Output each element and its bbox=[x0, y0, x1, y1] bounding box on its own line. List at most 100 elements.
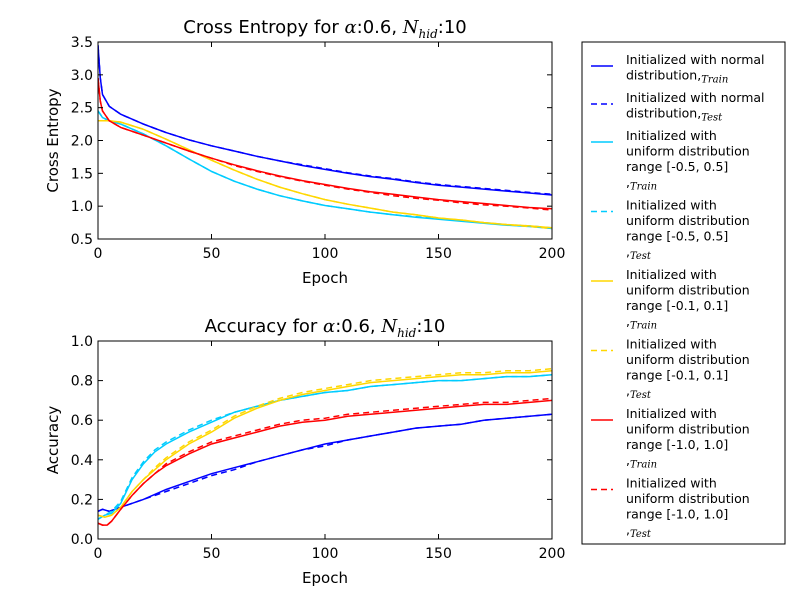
legend-text: range [-0.5, 0.5] bbox=[626, 229, 728, 244]
x-tick-label: 50 bbox=[203, 246, 221, 262]
legend-text-line: uniform distribution bbox=[626, 491, 750, 506]
legend-subscript: Train bbox=[630, 460, 657, 471]
legend-text-line: uniform distribution bbox=[626, 213, 750, 228]
legend-text-line: uniform distribution bbox=[626, 144, 750, 159]
series-line-7 bbox=[98, 397, 552, 526]
legend-text: , bbox=[626, 522, 630, 537]
x-tick-label: 100 bbox=[312, 246, 339, 262]
y-tick-label: 0.6 bbox=[71, 413, 93, 429]
legend-text-line: Initialized with bbox=[626, 128, 717, 143]
series-line-1 bbox=[98, 413, 552, 513]
x-axis-label: Epoch bbox=[302, 569, 348, 587]
legend-text: Initialized with bbox=[626, 476, 717, 491]
legend-text-line: Initialized with bbox=[626, 198, 717, 213]
legend-text-line: uniform distribution bbox=[626, 283, 750, 298]
legend-text: distribution, bbox=[626, 106, 701, 121]
legend-text-line: Initialized with normal bbox=[626, 52, 765, 67]
legend-text: uniform distribution bbox=[626, 213, 750, 228]
plots-layer: Cross Entropy for α:0.6, Nhid:10 0 50 100 15… bbox=[44, 17, 565, 587]
title-alpha: α bbox=[323, 316, 335, 337]
x-tick-label: 0 bbox=[94, 246, 103, 262]
legend-text: , bbox=[626, 453, 630, 468]
y-tick-label: 2.5 bbox=[71, 101, 93, 117]
legend-text: range [-0.5, 0.5] bbox=[626, 159, 728, 174]
series-line-0 bbox=[98, 413, 552, 513]
legend-text-line: range [-1.0, 1.0] bbox=[626, 507, 728, 522]
series-line-0 bbox=[98, 45, 552, 196]
legend-text-line: range [-0.5, 0.5] bbox=[626, 159, 728, 174]
axes-frame bbox=[97, 41, 553, 240]
legend-text-line: ,Train bbox=[626, 453, 657, 471]
x-tick-label: 50 bbox=[203, 546, 221, 562]
legend-text: distribution, bbox=[626, 68, 701, 83]
title-n-value: :10 bbox=[438, 17, 467, 38]
legend-subscript: Train bbox=[630, 182, 657, 193]
x-tick-label: 0 bbox=[94, 546, 103, 562]
y-tick-label: 0.5 bbox=[71, 232, 93, 248]
y-axis-label: Accuracy bbox=[44, 406, 62, 475]
y-tick-label: 1.0 bbox=[71, 334, 93, 350]
series-line-5 bbox=[98, 367, 552, 518]
legend-text-line: ,Test bbox=[626, 522, 652, 540]
series-layer bbox=[98, 45, 552, 230]
y-tick-label: 0.0 bbox=[71, 532, 93, 548]
title-n-sub: hid bbox=[419, 27, 439, 41]
legend-text-line: range [-0.5, 0.5] bbox=[626, 229, 728, 244]
title-alpha-value: :0.6, bbox=[357, 17, 403, 38]
series-line-2 bbox=[98, 373, 552, 520]
legend-text-line: Initialized with normal bbox=[626, 90, 765, 105]
x-tick-label: 200 bbox=[539, 546, 566, 562]
legend-text: uniform distribution bbox=[626, 283, 750, 298]
plot-1: Accuracy for α:0.6, Nhid:10 0 50 100 150 200 0… bbox=[44, 316, 565, 587]
legend-text-line: range [-0.1, 0.1] bbox=[626, 298, 728, 313]
legend-text-line: uniform distribution bbox=[626, 422, 750, 437]
y-tick-label: 0.4 bbox=[71, 453, 93, 469]
plot-0: Cross Entropy for α:0.6, Nhid:10 0 50 100 15… bbox=[44, 17, 565, 287]
legend-text: Initialized with normal bbox=[626, 52, 765, 67]
series-line-1 bbox=[98, 45, 552, 196]
legend: Initialized with normaldistribution,Trai… bbox=[581, 41, 786, 545]
y-tick-label: 1.0 bbox=[71, 199, 93, 215]
series-line-5 bbox=[98, 120, 552, 230]
legend-text: range [-0.1, 0.1] bbox=[626, 298, 728, 313]
legend-text: Initialized with normal bbox=[626, 90, 765, 105]
legend-text: uniform distribution bbox=[626, 491, 750, 506]
title-n-value: :10 bbox=[416, 316, 445, 337]
legend-text-line: Initialized with bbox=[626, 476, 717, 491]
chart-title: Cross Entropy for α:0.6, Nhid:10 bbox=[183, 17, 466, 41]
y-tick-label: 1.5 bbox=[71, 166, 93, 182]
y-tick-label: 3.5 bbox=[71, 35, 93, 51]
legend-text-line: Initialized with bbox=[626, 267, 717, 282]
legend-text-line: distribution,Test bbox=[626, 106, 723, 124]
legend-text: Initialized with bbox=[626, 128, 717, 143]
y-tick-label: 2.0 bbox=[71, 134, 93, 150]
y-axis-label: Cross Entropy bbox=[44, 88, 62, 192]
legend-text-line: range [-1.0, 1.0] bbox=[626, 437, 728, 452]
y-tick-label: 3.0 bbox=[71, 68, 93, 84]
legend-text: , bbox=[626, 175, 630, 190]
title-alpha-value: :0.6, bbox=[335, 316, 381, 337]
legend-text: Initialized with bbox=[626, 406, 717, 421]
legend-text: uniform distribution bbox=[626, 144, 750, 159]
legend-text: range [-1.0, 1.0] bbox=[626, 507, 728, 522]
legend-text-line: Initialized with bbox=[626, 406, 717, 421]
y-tick-label: 0.8 bbox=[71, 374, 93, 390]
axes-frame bbox=[97, 340, 553, 540]
title-prefix: Accuracy for bbox=[205, 316, 323, 337]
series-line-6 bbox=[98, 78, 552, 210]
legend-box bbox=[581, 41, 786, 545]
legend-subscript: Test bbox=[630, 390, 652, 401]
title-alpha: α bbox=[344, 17, 356, 38]
x-axis-label: Epoch bbox=[302, 269, 348, 287]
legend-text: uniform distribution bbox=[626, 422, 750, 437]
title-n: N bbox=[402, 17, 420, 38]
legend-text: , bbox=[626, 244, 630, 259]
x-tick-label: 150 bbox=[425, 246, 452, 262]
legend-entry: Initialized with normaldistribution,Trai… bbox=[591, 52, 765, 86]
legend-text: range [-0.1, 0.1] bbox=[626, 368, 728, 383]
legend-text: , bbox=[626, 383, 630, 398]
legend-subscript: Train bbox=[701, 75, 728, 86]
